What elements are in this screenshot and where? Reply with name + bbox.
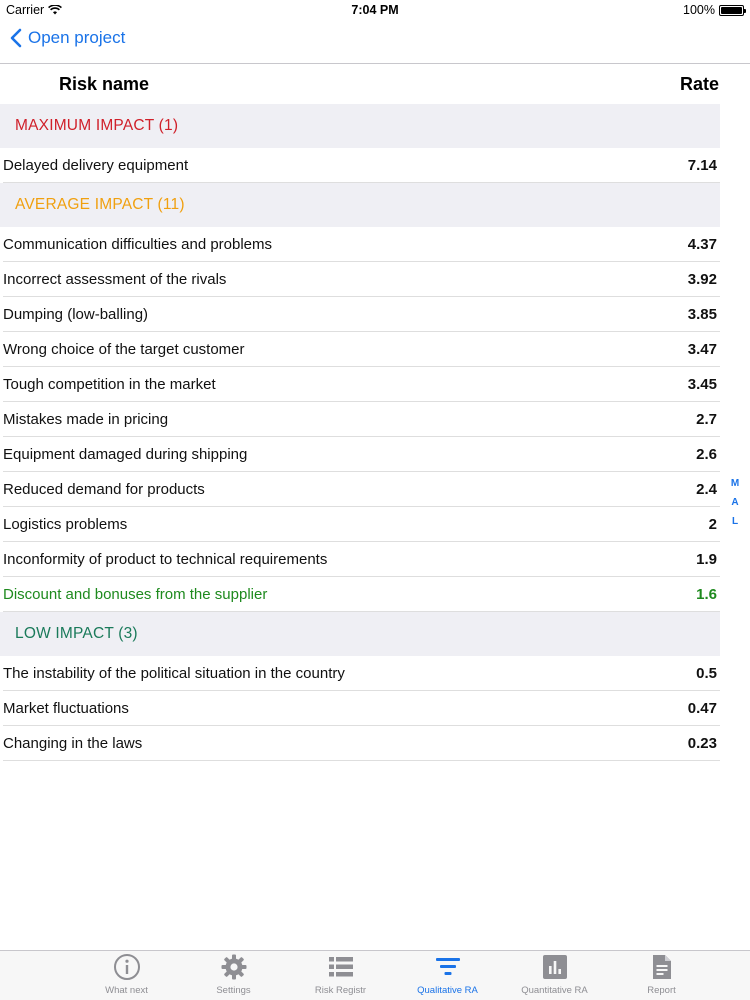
gear-icon — [220, 953, 248, 981]
tab-qualitative-ra[interactable]: Qualitative RA — [394, 951, 501, 1000]
risk-name: Inconformity of product to technical req… — [3, 551, 328, 568]
risk-rate: 3.45 — [687, 376, 717, 393]
risk-name: Mistakes made in pricing — [3, 411, 169, 428]
risk-rate: 0.5 — [696, 665, 717, 682]
back-button[interactable]: Open project — [10, 28, 125, 48]
battery-percent: 100% — [683, 3, 715, 17]
risk-rate: 2 — [708, 516, 717, 533]
column-header: Risk name Rate — [0, 64, 722, 104]
navigation-bar: Open project — [0, 20, 750, 64]
risk-rate: 1.6 — [696, 586, 717, 603]
back-button-label: Open project — [28, 28, 126, 47]
risk-name: The instability of the political situati… — [3, 665, 345, 682]
tab-bar: What next Settings Risk Registr Qualitative… — [0, 950, 750, 1000]
chevron-left-icon — [10, 28, 22, 48]
tab-label: Report — [647, 985, 676, 996]
risk-name: Changing in the laws — [3, 735, 143, 752]
risk-rate: 0.47 — [687, 700, 717, 717]
index-letter[interactable]: L — [731, 516, 739, 527]
battery-indicator: 100% — [683, 3, 746, 17]
carrier-indicator: Carrier — [6, 3, 63, 17]
risk-row[interactable]: Dumping (low-balling) 3.85 — [0, 297, 720, 332]
document-icon — [648, 953, 676, 981]
tab-what-next[interactable]: What next — [73, 951, 180, 1000]
carrier-label: Carrier — [6, 3, 45, 17]
risk-name-column-header: Risk name — [59, 74, 150, 94]
risk-name: Equipment damaged during shipping — [3, 446, 248, 463]
risk-row[interactable]: Mistakes made in pricing 2.7 — [0, 402, 720, 437]
tab-settings[interactable]: Settings — [180, 951, 287, 1000]
index-letter[interactable]: M — [730, 478, 740, 489]
risk-row[interactable]: Delayed delivery equipment 7.14 — [0, 148, 720, 183]
risk-row[interactable]: Logistics problems 2 — [0, 507, 720, 542]
wifi-icon — [48, 5, 63, 15]
list-icon — [327, 953, 355, 981]
risk-name: Communication difficulties and problems — [3, 236, 273, 253]
status-bar: Carrier 7:04 PM 100% — [0, 0, 750, 20]
risk-row[interactable]: Tough competition in the market 3.45 — [0, 367, 720, 402]
tab-label: What next — [105, 985, 148, 996]
risk-rate: 2.7 — [696, 411, 717, 428]
risk-name: Wrong choice of the target customer — [3, 341, 245, 358]
risk-rate: 3.85 — [687, 306, 717, 323]
section-header: LOW IMPACT (3) — [0, 612, 720, 656]
risk-name: Market fluctuations — [3, 700, 129, 717]
risk-list: MAXIMUM IMPACT (1) Delayed delivery equip… — [0, 104, 720, 761]
risk-rate: 1.9 — [696, 551, 717, 568]
tab-report[interactable]: Report — [608, 951, 715, 1000]
risk-rate: 7.14 — [687, 157, 717, 174]
risk-rate: 2.4 — [696, 481, 717, 498]
risk-name: Logistics problems — [3, 516, 128, 533]
risk-name: Reduced demand for products — [3, 481, 205, 498]
risk-row[interactable]: Discount and bonuses from the supplier 1.… — [0, 577, 720, 612]
section-header: AVERAGE IMPACT (11) — [0, 183, 720, 227]
risk-name: Dumping (low-balling) — [3, 306, 149, 323]
risk-row[interactable]: Inconformity of product to technical req… — [0, 542, 720, 577]
battery-icon — [719, 4, 746, 16]
risk-rate: 2.6 — [696, 446, 717, 463]
risk-row[interactable]: Wrong choice of the target customer 3.47 — [0, 332, 720, 367]
tab-label: Quantitative RA — [521, 985, 588, 996]
tab-quantitative-ra[interactable]: Quantitative RA — [501, 951, 608, 1000]
tab-risk-registr[interactable]: Risk Registr — [287, 951, 394, 1000]
filter-icon — [434, 953, 462, 981]
risk-row[interactable]: Reduced demand for products 2.4 — [0, 472, 720, 507]
risk-row[interactable]: Equipment damaged during shipping 2.6 — [0, 437, 720, 472]
risk-name: Discount and bonuses from the supplier — [3, 586, 268, 603]
risk-rate: 4.37 — [687, 236, 717, 253]
section-header: MAXIMUM IMPACT (1) — [0, 104, 720, 148]
risk-name: Tough competition in the market — [3, 376, 216, 393]
tab-label: Qualitative RA — [417, 985, 478, 996]
tab-label: Settings — [216, 985, 251, 996]
risk-name: Delayed delivery equipment — [3, 157, 189, 174]
risk-rate: 3.47 — [687, 341, 717, 358]
index-letter[interactable]: A — [731, 497, 739, 508]
risk-row[interactable]: Market fluctuations 0.47 — [0, 691, 720, 726]
risk-name: Incorrect assessment of the rivals — [3, 271, 227, 288]
info-icon — [113, 953, 141, 981]
risk-row[interactable]: Changing in the laws 0.23 — [0, 726, 720, 761]
clock: 7:04 PM — [351, 3, 399, 17]
risk-row[interactable]: Incorrect assessment of the rivals 3.92 — [0, 262, 720, 297]
risk-row[interactable]: Communication difficulties and problems 4… — [0, 227, 720, 262]
bar-chart-icon — [541, 953, 569, 981]
risk-rate: 0.23 — [687, 735, 717, 752]
risk-row[interactable]: The instability of the political situati… — [0, 656, 720, 691]
risk-rate: 3.92 — [687, 271, 717, 288]
rate-column-header: Rate — [679, 74, 719, 94]
tab-label: Risk Registr — [314, 985, 367, 996]
